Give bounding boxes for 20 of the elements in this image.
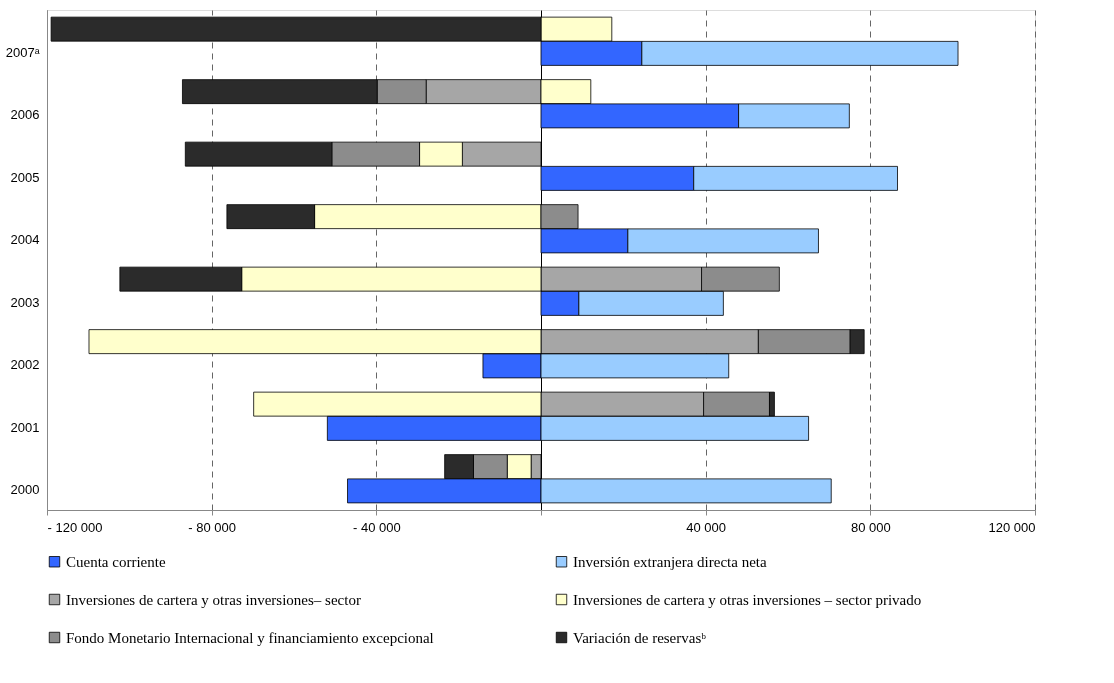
y-tick-label: 2004 [10, 232, 40, 248]
y-tick-label: 2007ᵃ [5, 44, 40, 60]
legend-label: Cuenta corriente [66, 553, 166, 570]
legend-label: Variación de reservasᵇ [573, 629, 707, 646]
y-tick-label: 2005 [10, 169, 40, 185]
y-tick-label: 2001 [10, 419, 40, 435]
x-tick-label: 80 000 [850, 519, 891, 535]
x-tick-label: - 120 000 [47, 519, 103, 535]
x-tick-label: - 80 000 [188, 519, 237, 535]
legend-label: Inversión extranjera directa neta [573, 553, 767, 570]
y-tick-label: 2002 [10, 357, 40, 373]
legend-label: Fondo Monetario Internacional y financiamiento excepcional [66, 629, 434, 646]
x-tick-label: 120 000 [988, 519, 1036, 535]
legend-label: Inversiones de cartera y otras inversiones– sector [66, 591, 361, 608]
y-tick-label: 2000 [10, 482, 40, 498]
x-tick-label: - 40 000 [352, 519, 401, 535]
legend-label: Inversiones de cartera y otras inversiones – sector privado [573, 591, 922, 608]
y-tick-label: 2003 [10, 294, 40, 310]
y-tick-label: 2006 [10, 107, 40, 123]
x-tick-label: 40 000 [686, 519, 727, 535]
